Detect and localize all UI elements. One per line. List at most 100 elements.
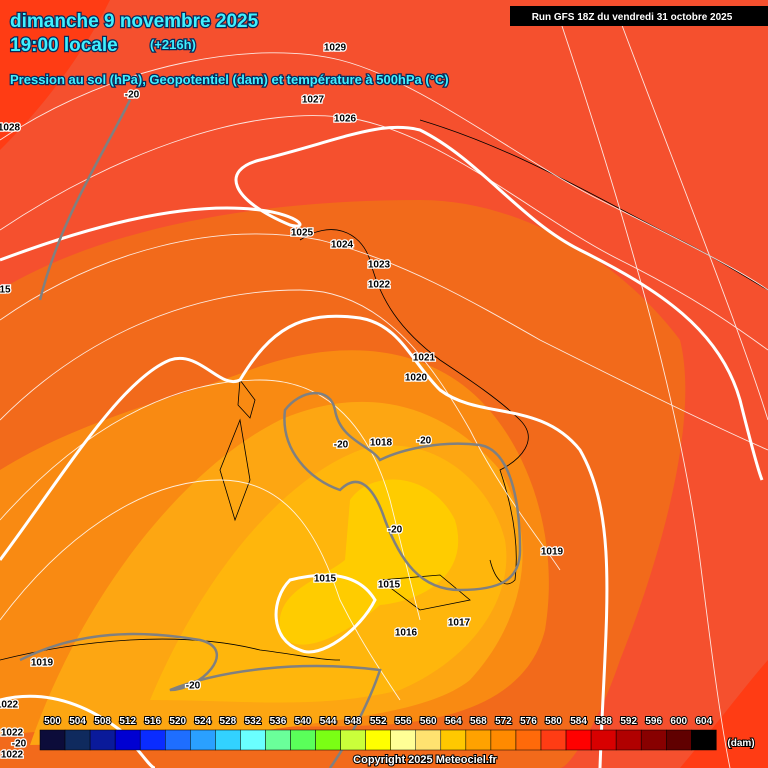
isobar-label: 1022 <box>0 700 19 711</box>
isobar-label: 1015 <box>378 580 401 591</box>
legend-label: 532 <box>245 716 262 727</box>
date-title: dimanche 9 novembre 2025 <box>10 11 259 32</box>
subtitle: Pression au sol (hPa), Geopotentiel (dam… <box>10 72 449 87</box>
legend-label: 536 <box>270 716 287 727</box>
legend-swatch <box>490 729 517 751</box>
run-box <box>510 6 768 26</box>
legend-label: 540 <box>295 716 312 727</box>
isotherms <box>19 99 522 768</box>
isobar-label: 1016 <box>395 628 418 639</box>
isobar-label: 15 <box>0 285 11 296</box>
temperature-label: -20 <box>334 440 349 451</box>
legend-swatch <box>64 729 91 751</box>
legend-label: 592 <box>620 716 637 727</box>
isobar-label: 1018 <box>370 438 393 449</box>
legend-label: 556 <box>395 716 412 727</box>
legend-label: 516 <box>144 716 161 727</box>
legend-swatch <box>240 729 266 751</box>
isobar <box>619 19 768 421</box>
legend-swatch <box>89 729 116 751</box>
isobar <box>0 289 561 571</box>
isobar-label: 1019 <box>31 658 54 669</box>
legend-swatch <box>615 729 642 751</box>
legend-swatch <box>139 729 166 751</box>
isobar-label: 1027 <box>302 95 325 106</box>
isotherm <box>283 391 522 592</box>
isobar <box>0 52 768 291</box>
legend-swatch <box>390 729 417 751</box>
legend-label: 596 <box>645 716 662 727</box>
legend-label: 604 <box>695 716 712 727</box>
legend-label: 544 <box>320 716 337 727</box>
coast-africa <box>0 638 341 661</box>
copyright: Copyright 2025 Meteociel.fr <box>353 754 497 766</box>
isobar <box>559 19 731 768</box>
isotherm <box>19 632 382 768</box>
legend-swatch <box>265 729 291 751</box>
legend-swatch <box>691 729 717 751</box>
legend-swatch <box>190 729 216 751</box>
coast-sardinia <box>219 418 251 522</box>
isobar-label: 1029 <box>324 43 347 54</box>
legend-label: 588 <box>595 716 612 727</box>
isobar-label: 1020 <box>405 373 428 384</box>
lead-time: (+216h) <box>150 37 196 52</box>
legend-label: 564 <box>445 716 462 727</box>
isobar-label: 1024 <box>331 240 354 251</box>
temperature-label: -20 <box>417 436 432 447</box>
geopotential-contours <box>0 125 764 768</box>
legend-label: 584 <box>570 716 587 727</box>
isobar-label: 1022 <box>1 750 24 761</box>
field-560 <box>279 479 459 645</box>
isobar <box>0 233 768 451</box>
legend-swatch <box>39 729 66 751</box>
legend-label: 524 <box>194 716 211 727</box>
isobar <box>0 115 768 351</box>
temperature-labels: -20 -20 -20 -20 -20 -20 <box>11 88 433 751</box>
legend-swatch <box>666 729 692 751</box>
isobar-label: 1026 <box>334 114 357 125</box>
isobar <box>0 479 401 701</box>
isobar-label: 1025 <box>291 228 314 239</box>
isobar-label: 1021 <box>413 353 436 364</box>
contour <box>274 573 377 654</box>
legend-swatch <box>590 729 617 751</box>
legend-label: 528 <box>220 716 237 727</box>
isobar-label: 1022 <box>1 728 24 739</box>
legend-swatch <box>440 729 467 751</box>
legend-swatch <box>114 729 141 751</box>
temperature-label: -20 <box>388 525 403 536</box>
legend-label: 600 <box>670 716 687 727</box>
coast-corsica <box>237 378 256 419</box>
legend: (dam) 500 504 508 512 516 520 524 528 532 536 540 5… <box>39 715 756 751</box>
legend-swatch <box>515 729 542 751</box>
isobar-label: 1022 <box>368 280 391 291</box>
legend-swatch <box>565 729 592 751</box>
isobar-label: 1017 <box>448 618 471 629</box>
legend-label: 580 <box>545 716 562 727</box>
legend-swatch <box>415 729 442 751</box>
isotherm <box>38 99 132 301</box>
legend-label: 500 <box>44 716 61 727</box>
legend-swatch <box>340 729 366 751</box>
isobar-label: 1028 <box>0 123 21 134</box>
legend-swatch <box>640 729 667 751</box>
isobar-label: 1023 <box>368 260 391 271</box>
legend-label: 552 <box>370 716 387 727</box>
legend-label: 548 <box>345 716 362 727</box>
legend-label: 576 <box>520 716 537 727</box>
temperature-label: -20 <box>12 739 27 750</box>
legend-swatch <box>290 729 316 751</box>
legend-swatch <box>540 729 567 751</box>
legend-label: 504 <box>69 716 86 727</box>
legend-label: 520 <box>169 716 186 727</box>
legend-label: 560 <box>420 716 437 727</box>
contour <box>0 314 609 768</box>
legend-label: 568 <box>470 716 487 727</box>
field-580 <box>0 0 110 150</box>
legend-label: 508 <box>94 716 111 727</box>
contour <box>0 694 156 768</box>
isobar-label: 1019 <box>541 547 564 558</box>
